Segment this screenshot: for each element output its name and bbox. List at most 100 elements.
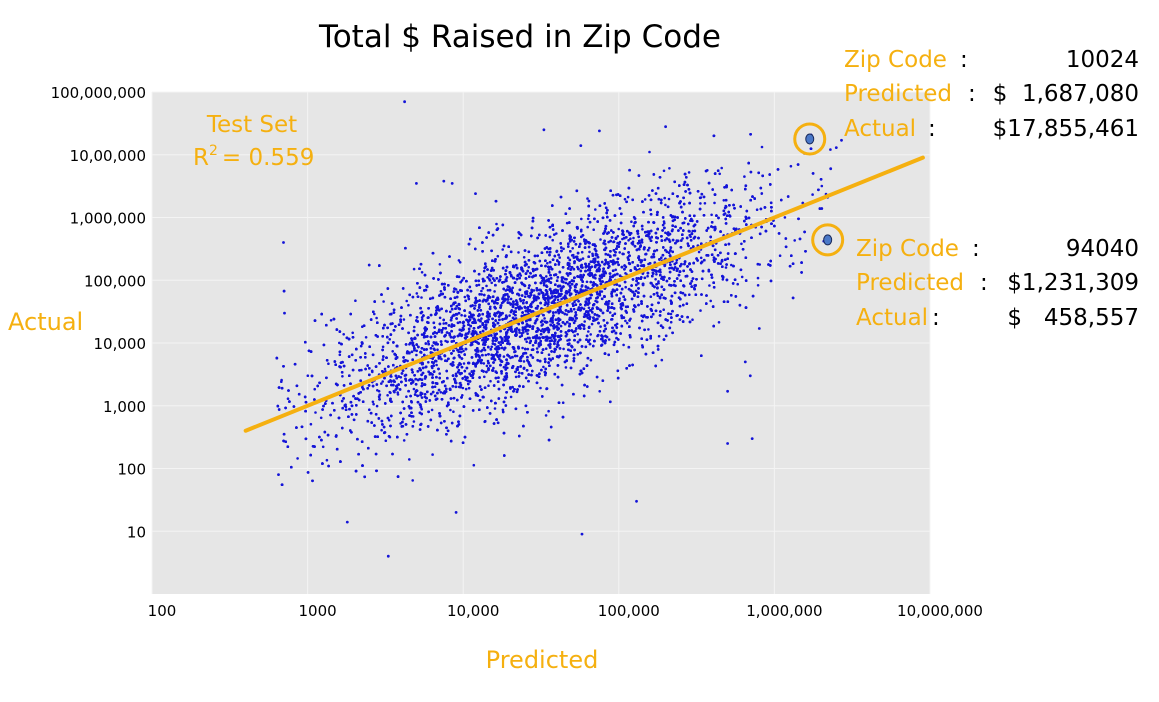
- scatter-point: [741, 276, 744, 279]
- scatter-point: [567, 256, 570, 259]
- scatter-point: [757, 284, 760, 287]
- scatter-point: [663, 197, 666, 200]
- scatter-point: [641, 228, 644, 231]
- scatter-point: [468, 387, 471, 390]
- scatter-point: [551, 239, 554, 242]
- scatter-point: [790, 165, 793, 168]
- scatter-point: [397, 393, 400, 396]
- scatter-point: [562, 248, 565, 251]
- scatter-point: [391, 350, 394, 353]
- scatter-point: [598, 390, 601, 393]
- scatter-point: [465, 388, 468, 391]
- scatter-point: [322, 446, 325, 449]
- scatter-point: [784, 216, 787, 219]
- scatter-point: [565, 366, 568, 369]
- scatter-point: [510, 396, 513, 399]
- scatter-point: [793, 239, 796, 242]
- scatter-point: [378, 390, 381, 393]
- scatter-point: [588, 307, 591, 310]
- scatter-point: [487, 384, 490, 387]
- scatter-point: [648, 151, 651, 154]
- scatter-point: [431, 345, 434, 348]
- scatter-point: [427, 361, 430, 364]
- scatter-point: [296, 457, 299, 460]
- scatter-point: [589, 333, 592, 336]
- scatter-point: [440, 391, 443, 394]
- scatter-point: [372, 403, 375, 406]
- scatter-point: [655, 273, 658, 276]
- scatter-point: [646, 275, 649, 278]
- scatter-point: [463, 362, 466, 365]
- scatter-point: [558, 256, 561, 259]
- scatter-point: [668, 167, 671, 170]
- scatter-point: [434, 385, 437, 388]
- scatter-point: [573, 308, 576, 311]
- scatter-point: [403, 439, 406, 442]
- scatter-point: [647, 328, 650, 331]
- scatter-point: [403, 318, 406, 321]
- scatter-point: [439, 317, 442, 320]
- scatter-point: [713, 202, 716, 205]
- scatter-point: [699, 309, 702, 312]
- scatter-point: [497, 255, 500, 258]
- scatter-point: [580, 229, 583, 232]
- scatter-point: [474, 304, 477, 307]
- scatter-point: [736, 283, 739, 286]
- scatter-point: [431, 409, 434, 412]
- scatter-point: [382, 300, 385, 303]
- scatter-point: [532, 344, 535, 347]
- scatter-point: [405, 300, 408, 303]
- scatter-point: [627, 196, 630, 199]
- scatter-point: [388, 338, 391, 341]
- scatter-point: [449, 409, 452, 412]
- scatter-point: [376, 405, 379, 408]
- scatter-point: [562, 348, 565, 351]
- scatter-point: [351, 332, 354, 335]
- scatter-point: [586, 281, 589, 284]
- scatter-point: [518, 331, 521, 334]
- scatter-point: [413, 268, 416, 271]
- scatter-point: [542, 366, 545, 369]
- scatter-point: [341, 375, 344, 378]
- scatter-point: [435, 364, 438, 367]
- scatter-point: [617, 228, 620, 231]
- scatter-point: [811, 193, 814, 196]
- scatter-point: [473, 464, 476, 467]
- scatter-point: [523, 256, 526, 259]
- scatter-point: [307, 374, 310, 377]
- scatter-point: [608, 338, 611, 341]
- scatter-point: [624, 198, 627, 201]
- scatter-point: [458, 259, 461, 262]
- scatter-point: [614, 269, 617, 272]
- scatter-point: [624, 272, 627, 275]
- scatter-point: [542, 323, 545, 326]
- scatter-point: [586, 226, 589, 229]
- scatter-point: [480, 350, 483, 353]
- scatter-point: [485, 354, 488, 357]
- scatter-point: [553, 233, 556, 236]
- scatter-point: [439, 263, 442, 266]
- scatter-point: [629, 237, 632, 240]
- scatter-point: [310, 423, 313, 426]
- scatter-point: [576, 333, 579, 336]
- scatter-point: [547, 410, 550, 413]
- scatter-point: [413, 388, 416, 391]
- scatter-point: [438, 372, 441, 375]
- scatter-point: [586, 197, 589, 200]
- scatter-point: [725, 266, 728, 269]
- scatter-point: [408, 458, 411, 461]
- scatter-point: [381, 380, 384, 383]
- scatter-point: [518, 237, 521, 240]
- scatter-point: [609, 311, 612, 314]
- scatter-point: [624, 286, 627, 289]
- scatter-point: [313, 388, 316, 391]
- scatter-point: [320, 417, 323, 420]
- scatter-point: [656, 249, 659, 252]
- scatter-point: [718, 173, 721, 176]
- scatter-point: [449, 311, 452, 314]
- scatter-point: [338, 342, 341, 345]
- scatter-point: [490, 346, 493, 349]
- scatter-point: [501, 248, 504, 251]
